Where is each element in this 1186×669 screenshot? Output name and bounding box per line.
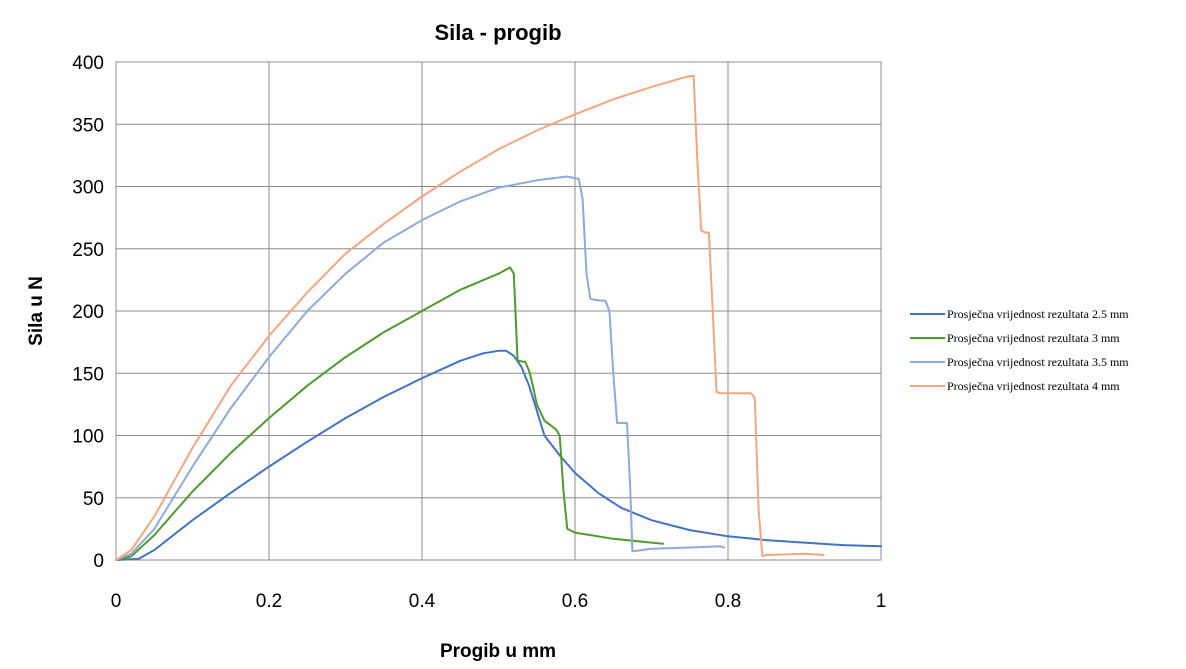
y-tick-label: 150	[72, 364, 104, 385]
y-tick-label: 350	[72, 115, 104, 136]
y-tick-label: 200	[72, 302, 104, 323]
y-axis-label: Sila u N	[26, 276, 47, 346]
x-tick-label: 0.8	[715, 591, 741, 612]
legend-label: Prosječna vrijednost rezultata 3 mm	[947, 331, 1120, 345]
x-tick-label: 0	[111, 591, 122, 612]
series-lines	[115, 74, 882, 561]
y-tick-label: 50	[83, 489, 104, 510]
y-tick-label: 400	[72, 53, 104, 74]
tick-labels: 0 50 100 150 200 250 300 350 400 0 0.2 0.4 0.6 0.8 1	[72, 53, 886, 612]
x-axis-label: Progib u mm	[440, 641, 556, 662]
legend-label: Prosječna vrijednost rezultata 4 mm	[947, 379, 1120, 393]
chart-title: Sila - progib	[434, 20, 561, 45]
y-tick-label: 0	[93, 551, 104, 572]
series-line-3	[115, 175, 726, 561]
x-tick-label: 0.4	[409, 591, 436, 612]
y-tick-label: 100	[72, 427, 104, 448]
legend: Prosječna vrijednost rezultata 2.5 mm Pro…	[910, 307, 1129, 393]
x-tick-label: 0.6	[562, 591, 588, 612]
series-line-4	[115, 74, 825, 561]
series-line-1	[115, 349, 882, 561]
legend-label: Prosječna vrijednost rezultata 2.5 mm	[947, 307, 1129, 321]
y-tick-label: 250	[72, 240, 104, 261]
plot-area-border	[115, 61, 882, 561]
x-tick-label: 1	[876, 591, 887, 612]
x-tick-label: 0.2	[256, 591, 282, 612]
series-line-2	[115, 266, 664, 561]
grid	[115, 61, 882, 561]
legend-label: Prosječna vrijednost rezultata 3.5 mm	[947, 355, 1129, 369]
y-tick-label: 300	[72, 178, 104, 199]
